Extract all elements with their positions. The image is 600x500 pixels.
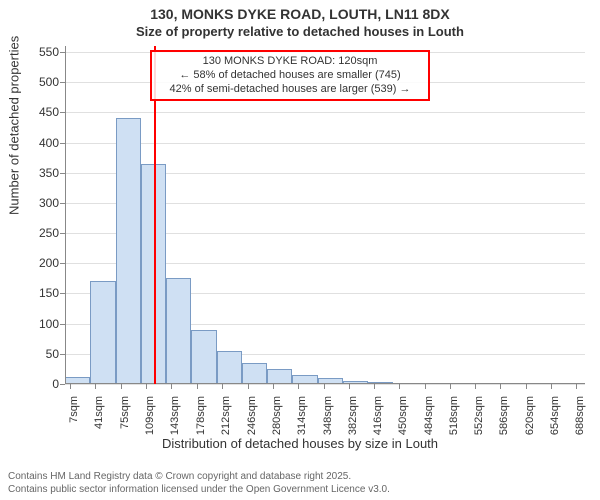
x-tick-label: 212sqm [220,396,232,435]
x-tick-mark [298,384,299,389]
footnote-line1: Contains HM Land Registry data © Crown c… [8,471,351,482]
x-tick-mark [450,384,451,389]
y-tick-label: 0 [52,377,59,391]
y-tick-label: 400 [39,136,59,150]
x-tick-mark [374,384,375,389]
x-tick-label: 382sqm [347,396,359,435]
x-tick-mark [248,384,249,389]
x-tick-label: 654sqm [549,396,561,435]
y-tick-label: 100 [39,317,59,331]
plot-area: 0501001502002503003504004505005507sqm41s… [65,46,585,384]
histogram-bar [242,363,267,384]
x-tick-label: 518sqm [448,396,460,435]
y-tick-label: 300 [39,196,59,210]
histogram-bar [90,281,115,384]
x-tick-mark [121,384,122,389]
x-tick-mark [146,384,147,389]
histogram-bar [217,351,242,384]
x-tick-mark [70,384,71,389]
histogram-bar [191,330,216,384]
y-tick-label: 550 [39,45,59,59]
y-tick-label: 150 [39,286,59,300]
y-tick-label: 50 [46,347,59,361]
x-tick-label: 586sqm [498,396,510,435]
x-axis-line [65,383,585,384]
x-tick-mark [171,384,172,389]
x-tick-mark [399,384,400,389]
x-tick-mark [273,384,274,389]
x-tick-mark [551,384,552,389]
x-tick-label: 75sqm [119,396,131,429]
x-tick-label: 246sqm [246,396,258,435]
gridline [65,143,585,144]
histogram-bar [267,369,292,384]
x-axis-label: Distribution of detached houses by size … [0,436,600,451]
footnote-line2: Contains public sector information licen… [8,484,390,495]
x-tick-label: 484sqm [423,396,435,435]
x-tick-label: 348sqm [322,396,334,435]
annotation-box: 130 MONKS DYKE ROAD: 120sqm← 58% of deta… [150,50,430,101]
histogram-chart: 130, MONKS DYKE ROAD, LOUTH, LN11 8DX Si… [0,0,600,500]
x-tick-label: 7sqm [68,396,80,423]
x-tick-mark [197,384,198,389]
y-axis-line [65,46,66,384]
x-tick-label: 178sqm [195,396,207,435]
x-tick-mark [349,384,350,389]
y-tick-label: 250 [39,226,59,240]
x-tick-mark [526,384,527,389]
x-tick-label: 109sqm [144,396,156,435]
y-tick-mark [60,384,65,385]
x-tick-label: 143sqm [169,396,181,435]
x-tick-label: 314sqm [296,396,308,435]
annotation-line3: 42% of semi-detached houses are larger (… [158,83,422,97]
chart-title-line1: 130, MONKS DYKE ROAD, LOUTH, LN11 8DX [0,6,600,22]
chart-title-line2: Size of property relative to detached ho… [0,24,600,39]
gridline [65,384,585,385]
x-tick-mark [95,384,96,389]
y-tick-label: 500 [39,75,59,89]
x-tick-label: 620sqm [524,396,536,435]
x-tick-label: 416sqm [372,396,384,435]
y-tick-label: 350 [39,166,59,180]
histogram-bar [166,278,191,384]
x-tick-mark [425,384,426,389]
x-tick-mark [576,384,577,389]
x-tick-mark [324,384,325,389]
x-tick-mark [475,384,476,389]
x-tick-label: 450sqm [397,396,409,435]
x-tick-label: 688sqm [574,396,586,435]
x-tick-label: 552sqm [473,396,485,435]
histogram-bar [116,118,141,384]
y-tick-label: 200 [39,256,59,270]
x-tick-label: 41sqm [93,396,105,429]
y-tick-label: 450 [39,105,59,119]
annotation-line2: ← 58% of detached houses are smaller (74… [158,69,422,83]
x-tick-mark [222,384,223,389]
gridline [65,112,585,113]
annotation-line1: 130 MONKS DYKE ROAD: 120sqm [158,55,422,69]
y-axis-label: Number of detached properties [7,36,22,215]
x-tick-label: 280sqm [271,396,283,435]
x-tick-mark [500,384,501,389]
